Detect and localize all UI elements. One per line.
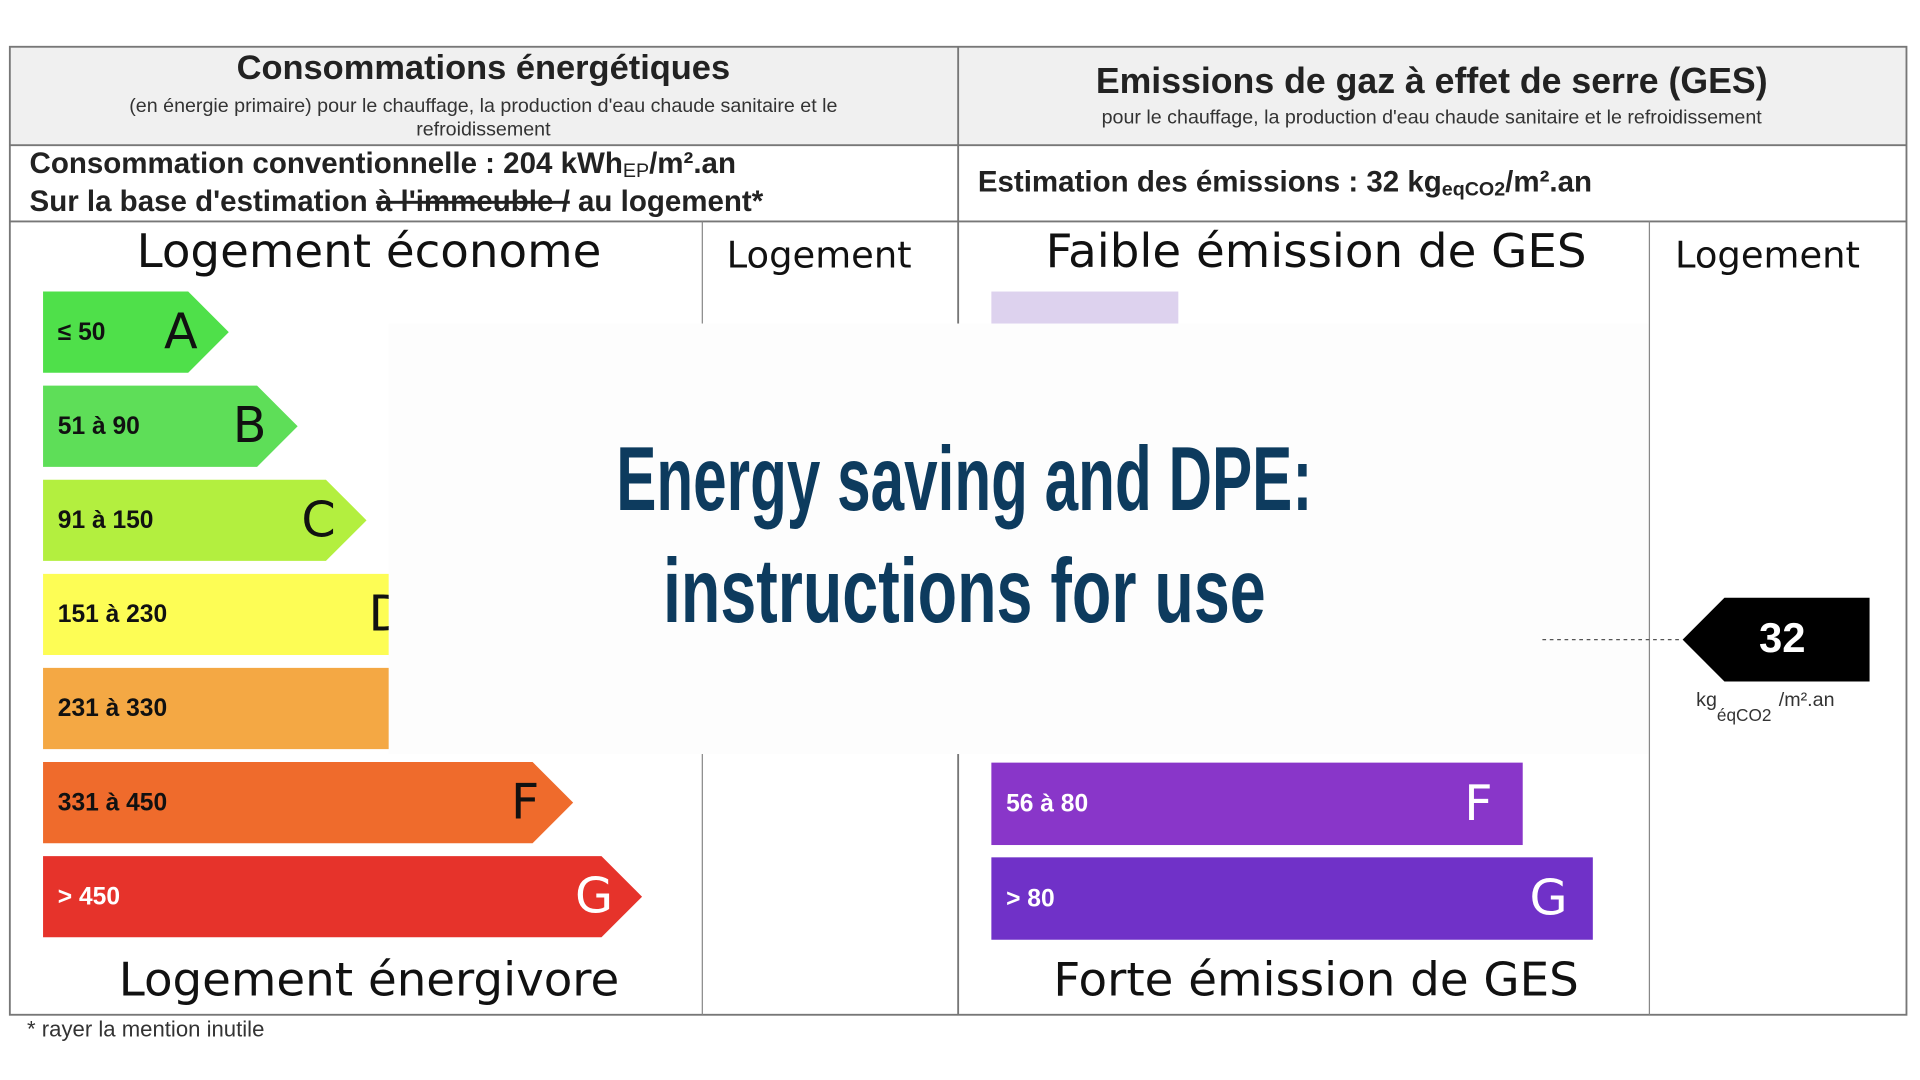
footnote: * rayer la mention inutile	[27, 1017, 264, 1042]
column-label: Logement	[1675, 234, 1860, 277]
class-range: 151 à 230	[58, 601, 167, 628]
bottom-label: Forte émission de GES	[1053, 953, 1578, 1007]
class-bar	[43, 762, 574, 844]
class-range: > 450	[58, 883, 120, 910]
consumption-unit: /m².an	[649, 147, 736, 180]
class-letter: G	[575, 867, 613, 925]
class-range: 51 à 90	[58, 413, 140, 440]
class-letter: C	[301, 490, 335, 548]
basis-struck: à l'immeuble /	[376, 185, 570, 218]
class-letter: A	[164, 302, 198, 360]
class-letter: F	[511, 773, 539, 831]
right-subtitle: pour le chauffage, la production d'eau c…	[1102, 106, 1763, 128]
class-letter: B	[233, 396, 267, 454]
class-bar	[43, 479, 367, 561]
class-range: 91 à 150	[58, 507, 154, 534]
right-title: Emissions de gaz à effet de serre (GES)	[1096, 61, 1768, 101]
overlay-title: instructions for use	[663, 541, 1266, 642]
class-bar	[43, 385, 298, 467]
class-range: 231 à 330	[58, 695, 167, 722]
marker-value: 32	[1759, 614, 1805, 661]
estimation-unit: /m².an	[1505, 165, 1592, 198]
class-range: 331 à 450	[58, 789, 167, 816]
basis: Sur la base d'estimation à l'immeuble / …	[30, 185, 764, 218]
left-title: Consommations énergétiques	[237, 49, 730, 87]
consumption-sub: EP	[623, 160, 649, 182]
class-bar	[43, 291, 229, 373]
class-range: 56 à 80	[1006, 791, 1088, 818]
left-subtitle: refroidissement	[416, 119, 551, 141]
bottom-label: Logement énergivore	[119, 953, 620, 1007]
class-bar	[991, 857, 1593, 940]
marker-unit-sub: éqCO2	[1717, 704, 1772, 724]
basis-rest: au logement*	[570, 185, 764, 218]
marker-unit-tail: /m².an	[1779, 689, 1835, 711]
consumption-text: Consommation conventionnelle : 204 kWh	[30, 147, 623, 180]
class-letter: G	[1529, 868, 1567, 926]
consumption: Consommation conventionnelle : 204 kWhEP…	[30, 147, 736, 183]
basis-text: Sur la base d'estimation	[30, 185, 376, 218]
class-bar	[43, 573, 436, 656]
top-label: Faible émission de GES	[1046, 225, 1587, 279]
class-letter: F	[1464, 774, 1492, 832]
marker-unit: kgéqCO2/m².an	[1696, 689, 1834, 724]
class-range: > 80	[1006, 885, 1055, 912]
class-range: ≤ 50	[58, 319, 106, 346]
overlay-panel	[388, 323, 1649, 755]
column-label: Logement	[727, 234, 912, 277]
estimation-sub: eqCO2	[1442, 179, 1505, 201]
top-label: Logement économe	[137, 225, 602, 279]
marker-unit-kg: kg	[1696, 689, 1717, 711]
left-subtitle: (en énergie primaire) pour le chauffage,…	[129, 95, 837, 117]
class-bar	[43, 856, 643, 938]
estimation: Estimation des émissions : 32 kgeqCO2/m²…	[978, 165, 1592, 201]
overlay-title: Energy saving and DPE:	[616, 429, 1312, 530]
class-bar	[991, 762, 1523, 846]
estimation-text: Estimation des émissions : 32 kg	[978, 165, 1442, 198]
marker	[1682, 597, 1870, 682]
